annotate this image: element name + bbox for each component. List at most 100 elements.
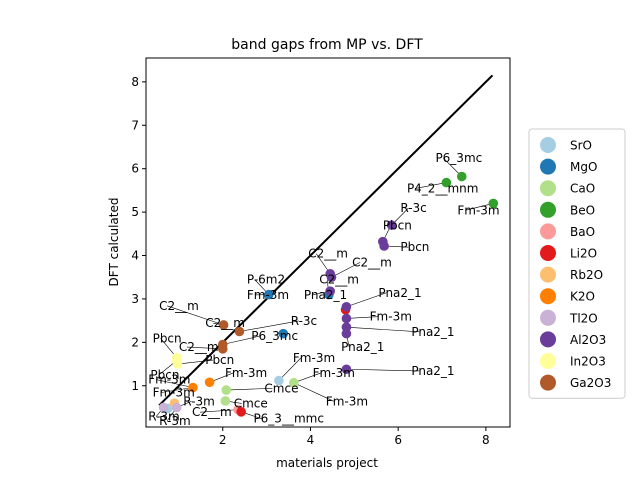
legend-marker — [540, 245, 556, 261]
data-point-k2o — [188, 382, 198, 393]
annotation-line — [160, 387, 193, 393]
annotation-label: Fm-3m — [293, 351, 335, 365]
legend-box — [528, 128, 626, 399]
annotation-label: Pna2_1 — [378, 286, 421, 300]
data-point-al2o3 — [341, 313, 352, 324]
annotation-label: Pna2_1 — [341, 340, 384, 354]
annotation-line — [186, 346, 223, 350]
reference-line — [158, 74, 494, 407]
legend-marker — [540, 288, 556, 305]
data-point-tl2o — [171, 402, 182, 413]
legend-marker — [540, 201, 556, 218]
annotation-line — [278, 357, 302, 381]
x-tick-label: 6 — [394, 433, 402, 447]
annotation-line — [346, 292, 387, 308]
annotation-line — [293, 382, 334, 402]
plot-area: P6_3mcP4_2__mnmFm-3mR-3cPbcnPbcnC2__mC2_… — [131, 57, 511, 447]
annotation-label: P6_3mc — [251, 329, 298, 343]
data-point-al2o3 — [379, 241, 389, 251]
data-point-al2o3 — [341, 328, 352, 339]
annotation-label: R-3m — [183, 394, 215, 408]
data-point-k2o — [204, 377, 215, 388]
annotation-line — [177, 359, 214, 365]
annotation-label: C2__m — [319, 273, 359, 287]
data-point-li2o — [236, 407, 246, 417]
annotation-label: Fm-3m — [153, 386, 195, 400]
x-axis-label: materials project — [276, 456, 378, 470]
annotation-line — [414, 182, 447, 189]
legend-label: Al2O3 — [570, 333, 606, 347]
legend-label: In2O3 — [570, 355, 606, 369]
annotation-label: C2__m — [179, 340, 219, 354]
data-point-tl2o — [158, 402, 169, 413]
data-point-cao — [220, 396, 231, 406]
annotation-line — [200, 409, 239, 413]
annotation-line — [226, 387, 273, 391]
annotation-line — [346, 326, 420, 333]
legend-label: Rb2O — [570, 268, 603, 282]
annotation-label: Pbcn — [153, 331, 182, 345]
annotation-line — [346, 316, 378, 319]
annotation-label: P4_2__mnm — [407, 182, 479, 196]
annotation-line — [346, 368, 420, 372]
legend-label: CaO — [570, 182, 595, 196]
legend-marker — [540, 353, 556, 369]
legend: SrO MgO CaO BeO BaO Li2O Rb2O K2O Tl2O Al2O3 In2O3… — [528, 128, 626, 399]
x-tick-label: 8 — [482, 433, 490, 447]
data-point-cao — [288, 377, 299, 388]
x-tick-label: 2 — [219, 433, 227, 447]
annotation-label: Fm-3m — [326, 394, 368, 408]
data-point-al2o3 — [325, 286, 335, 296]
legend-marker — [540, 374, 556, 391]
annotation-label: R-3c — [400, 201, 426, 215]
annotation-label: Fm-3m — [457, 203, 499, 217]
data-point-beo — [456, 171, 467, 182]
annotation-line — [239, 320, 299, 332]
y-tick-label: 7 — [131, 118, 139, 132]
y-axis-label: DFT calculated — [107, 198, 121, 287]
annotation-label: Fm-3m — [247, 288, 289, 302]
x-tick-label: 4 — [307, 433, 315, 447]
legend-label: Tl2O — [569, 311, 598, 325]
data-point-sro — [274, 375, 284, 386]
annotation-label: Pna2_1 — [411, 325, 454, 339]
annotation-label: Fm-3m — [313, 366, 355, 380]
annotation-label: Cmce — [234, 396, 268, 410]
data-point-in2o3 — [171, 355, 182, 366]
annotation-label: Pna2_1 — [411, 364, 454, 378]
annotation-label: P6_3__mmc — [253, 412, 323, 426]
y-tick-label: 5 — [131, 205, 139, 219]
data-point-al2o3 — [341, 301, 352, 312]
y-tick-label: 6 — [131, 162, 139, 176]
legend-label: SrO — [570, 139, 592, 153]
annotation-label: Fm-3m — [225, 366, 267, 380]
legend-label: MgO — [570, 160, 597, 174]
annotation-label: Pbcn — [205, 353, 234, 367]
annotation-label: C2__m — [352, 255, 392, 269]
legend-marker — [540, 331, 556, 348]
data-point-ga2o3 — [234, 326, 245, 337]
y-tick-label: 8 — [131, 75, 139, 89]
data-point-ga2o3 — [218, 320, 229, 330]
legend-label: Li2O — [570, 247, 597, 261]
data-point-al2o3 — [386, 220, 397, 230]
legend-label: BeO — [570, 203, 595, 217]
annotation-label: R-3m — [159, 414, 191, 428]
legend-marker — [540, 266, 556, 283]
data-point-beo — [488, 198, 499, 209]
annotation-label: Cmce — [264, 381, 298, 395]
annotation-line — [222, 335, 260, 345]
legend-marker — [540, 180, 556, 197]
data-point-ga2o3 — [217, 344, 228, 354]
legend-marker — [540, 223, 556, 240]
chart-title: band gaps from MP vs. DFT — [231, 37, 423, 53]
annotation-line — [156, 379, 193, 388]
annotation-label: Pbcn — [150, 368, 179, 382]
data-point-al2o3 — [326, 272, 337, 283]
legend-label: Ga2O3 — [570, 376, 611, 390]
annotation-label: Pna2_1 — [304, 288, 347, 302]
annotation-label: P-6m2 — [247, 273, 285, 287]
annotation-label: R-3c — [291, 314, 317, 328]
annotation-label: C2__m — [192, 405, 232, 419]
y-tick-label: 2 — [131, 335, 139, 349]
